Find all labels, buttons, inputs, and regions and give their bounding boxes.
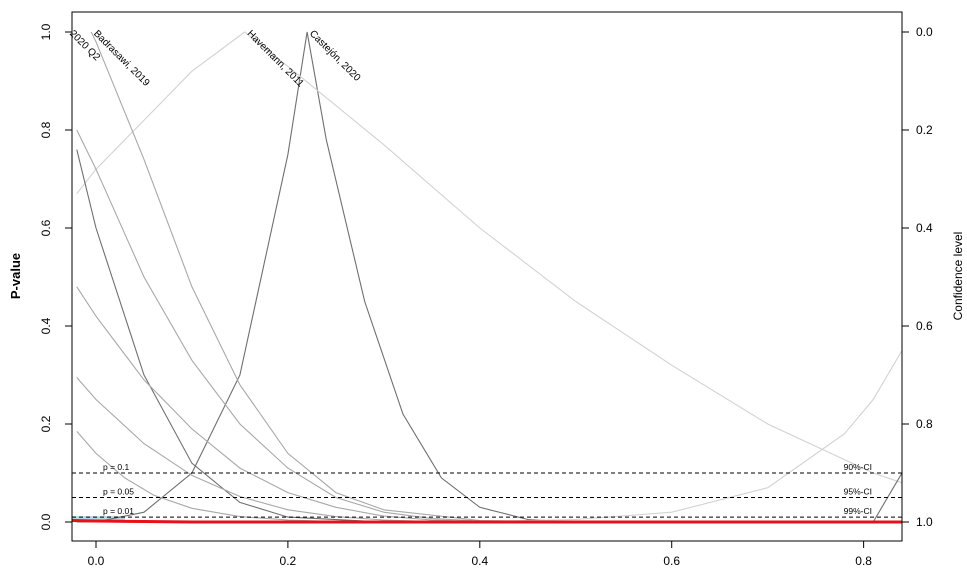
study-label-1: Havemann, 2011 [245, 28, 306, 89]
confidence-band-layer [72, 516, 125, 522]
x-tick-label-3: 0.6 [663, 554, 680, 568]
y-tick-label-right-5: 1.0 [916, 515, 933, 529]
y-tick-label-right-1: 0.2 [916, 123, 933, 137]
threshold-label-right-1: 95%-CI [844, 487, 872, 497]
study-curve-3 [76, 149, 384, 523]
threshold-label-left-2: p = 0.01 [103, 506, 134, 516]
study-curve-0 [76, 31, 672, 523]
combined-curve [71, 519, 902, 524]
p-value-curves-layer [76, 31, 903, 523]
x-tick-label-4: 0.8 [855, 554, 872, 568]
y-axis-label-right: Confidence level [951, 232, 965, 321]
threshold-label-right-0: 90%-CI [844, 462, 872, 472]
study-curve-5 [76, 286, 480, 523]
y-tick-label-left-5: 1.0 [39, 23, 53, 40]
y-tick-label-left-1: 0.2 [39, 415, 53, 432]
axes-layer: 0.0 0.2 0.4 0.6 0.8 0.0 0.2 0.4 0.6 0.8 1.0 0.0 0.2 0… [39, 23, 933, 568]
threshold-label-right-2: 99%-CI [844, 506, 872, 516]
y-axis-label-left: P-value [8, 253, 23, 299]
study-curve-6 [76, 377, 432, 523]
study-curve-1 [76, 31, 903, 484]
study-label-2: Badrasawi, 2019 [91, 28, 152, 89]
confidence-band [72, 516, 125, 522]
y-tick-label-right-2: 0.4 [916, 221, 933, 235]
y-tick-label-right-4: 0.8 [916, 417, 933, 431]
x-tick-label-1: 0.2 [280, 554, 297, 568]
y-tick-label-right-0: 0.0 [916, 25, 933, 39]
plot-frame [71, 11, 903, 542]
x-tick-label-0: 0.0 [88, 554, 105, 568]
study-curve-4 [76, 129, 480, 522]
y-tick-label-left-4: 0.8 [39, 121, 53, 138]
study-curve-7 [76, 431, 336, 523]
y-tick-label-left-0: 0.0 [39, 513, 53, 530]
combined-curve-layer [71, 519, 902, 524]
threshold-lines-layer: p = 0.1 90%-CI p = 0.05 95%-CI p = 0.01 99%-C… [72, 462, 902, 518]
y-tick-label-right-3: 0.6 [916, 319, 933, 333]
threshold-label-left-1: p = 0.05 [103, 487, 134, 497]
y-tick-label-left-2: 0.4 [39, 317, 53, 334]
study-curve-8 [479, 350, 903, 523]
x-tick-label-2: 0.4 [471, 554, 488, 568]
y-tick-label-left-3: 0.6 [39, 219, 53, 236]
study-curve-2 [90, 31, 576, 523]
threshold-label-left-0: p = 0.1 [103, 462, 130, 472]
